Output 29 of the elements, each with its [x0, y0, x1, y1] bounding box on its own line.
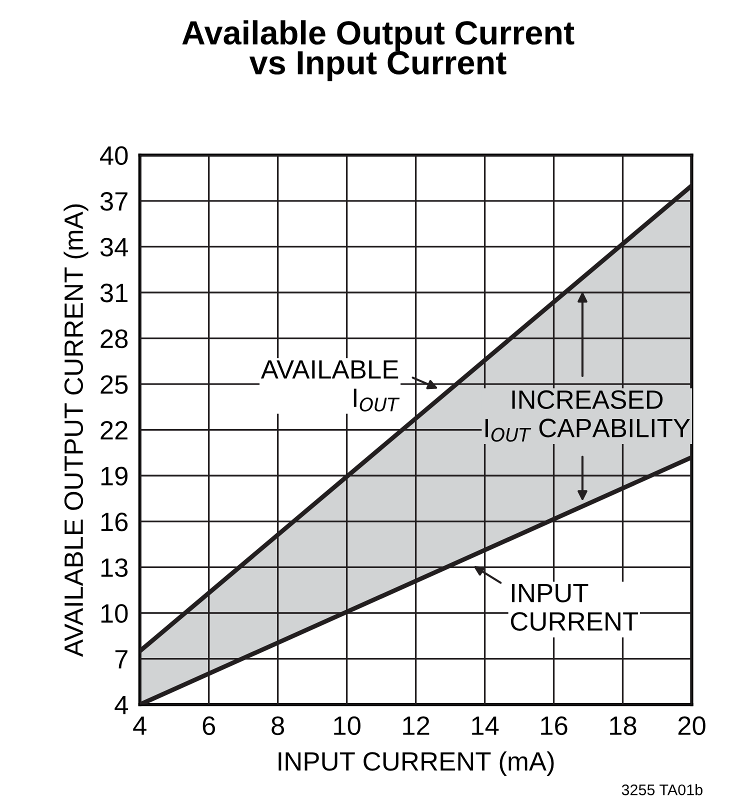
annotation: INPUT CURRENT — [510, 584, 638, 631]
annotation: INCREASED I$_{OUT}$ CAPABILITY — [485, 390, 690, 442]
x-tick-label: 10 — [334, 716, 360, 736]
x-tick-label: 20 — [678, 716, 706, 736]
y-tick-label: 7 — [115, 650, 128, 668]
y-tick-label: 28 — [100, 329, 128, 348]
chart-title: Available Output Current vs Input Current — [182, 20, 574, 82]
annotation: AVAILABLE I$_{OUT}$ — [260, 360, 400, 412]
x-tick-label: 8 — [272, 716, 284, 736]
y-tick-label: 40 — [100, 146, 128, 165]
y-tick-label: 25 — [100, 375, 128, 394]
x-tick-label: 18 — [610, 716, 636, 736]
y-tick-label: 22 — [100, 420, 128, 440]
y-tick-label: 31 — [100, 284, 128, 302]
x-tick-label: 12 — [403, 716, 430, 735]
y-tick-label: 16 — [101, 512, 128, 532]
x-tick-label: 4 — [133, 716, 146, 735]
y-axis-title: AVAILABLE OUTPUT CURRENT (mA) — [64, 204, 88, 657]
x-axis-title: INPUT CURRENT (mA) — [278, 751, 554, 776]
x-tick-label: 16 — [541, 716, 568, 736]
y-tick-label: 13 — [101, 558, 128, 578]
y-tick-label: 34 — [100, 238, 128, 257]
y-tick-label: 10 — [101, 604, 128, 623]
y-tick-label: 4 — [114, 696, 128, 714]
x-tick-label: 6 — [202, 716, 216, 736]
text: 3255 TA01b — [622, 784, 702, 796]
y-tick-label: 19 — [101, 466, 128, 486]
y-tick-label: 37 — [100, 192, 128, 211]
x-tick-label: 14 — [472, 716, 499, 735]
